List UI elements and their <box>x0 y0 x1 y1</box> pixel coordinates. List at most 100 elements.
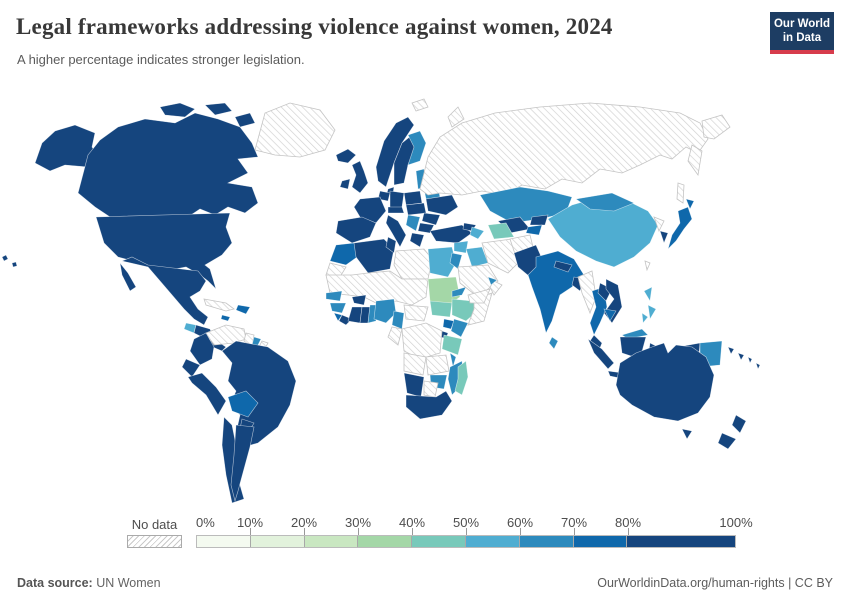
no-data-swatch[interactable] <box>127 535 182 548</box>
legend-segment-c8[interactable] <box>627 536 735 547</box>
country-hawaii[interactable]: United States (Hawaii) — 80-100% <box>1 254 18 268</box>
country-sahara_belt[interactable]: Mauritania / Mali / Niger / Chad — No da… <box>325 270 429 306</box>
country-tasmania[interactable]: Australia (Tasmania) — 80-100% <box>681 428 693 440</box>
country-saudi[interactable]: Saudi Arabia — No data <box>457 264 499 298</box>
country-vanuatu_fiji[interactable]: Vanuatu / Fiji — 80-100% <box>747 356 761 370</box>
country-arctic2[interactable]: Canadian Arctic Islands — 80-100% <box>204 102 233 116</box>
country-peru[interactable]: Peru — 80-100% <box>187 372 227 416</box>
country-central_europe[interactable]: Czechia / Slovakia / Hungary — 80-100% <box>405 202 427 216</box>
country-cameroon[interactable]: Cameroon — 60-70% <box>391 310 405 330</box>
country-brazil[interactable]: Brazil — 80-100% <box>221 340 297 448</box>
country-uae[interactable]: United Arab Emirates — 60-70% <box>487 276 498 286</box>
country-australia[interactable]: Australia — 80-100% <box>615 342 715 422</box>
country-philippines3[interactable]: Philippines (Mindanao) — 50-60% <box>641 312 649 324</box>
country-philippines2[interactable]: Philippines (Visayas) — 50-60% <box>647 304 657 320</box>
country-kenya[interactable]: Kenya — 60-70% <box>450 318 469 338</box>
country-nz_north[interactable]: New Zealand (North Island) — 80-100% <box>731 414 747 434</box>
country-guinea[interactable]: Guinea — 60-70% <box>329 302 347 314</box>
country-greece[interactable]: Greece — 80-100% <box>409 232 425 248</box>
country-alpine[interactable]: Switzerland / Austria — 80-100% <box>387 206 405 214</box>
country-sri_lanka[interactable]: Sri Lanka — 60-70% <box>548 336 559 350</box>
country-tajikistan[interactable]: Tajikistan — 70-80% <box>525 224 543 236</box>
country-turkmenistan[interactable]: Turkmenistan — 40-50% <box>487 222 515 240</box>
country-chukotka[interactable]: Russia (Chukotka) — No data <box>701 114 731 140</box>
country-balkans[interactable]: Western Balkans — 60-70% <box>405 214 421 232</box>
country-arctic3[interactable]: Canadian Arctic Islands — 80-100% <box>234 112 256 128</box>
legend-segment-c5[interactable] <box>465 536 520 547</box>
country-mongolia[interactable]: Mongolia — 60-70% <box>575 192 635 212</box>
country-uganda[interactable]: Uganda — 70-80% <box>442 318 455 330</box>
country-tanzania[interactable]: Tanzania — 40-50% <box>441 334 463 356</box>
country-nigeria[interactable]: Nigeria — 60-70% <box>373 298 397 324</box>
country-yemen[interactable]: Yemen — No data <box>467 288 491 304</box>
country-turkey[interactable]: Turkey — 80-100% <box>429 224 473 244</box>
country-south_sudan[interactable]: South Sudan — 40-50% <box>429 300 453 318</box>
country-jamaica[interactable]: Jamaica — 70-80% <box>220 314 231 322</box>
country-cambodia[interactable]: Cambodia — 70-80% <box>603 308 617 322</box>
country-libya[interactable]: Libya — No data <box>393 248 433 280</box>
country-kamchatka[interactable]: Russia (Kamchatka) — No data <box>687 144 703 177</box>
country-germany[interactable]: Germany — 80-100% <box>389 190 405 210</box>
legend-segment-c4[interactable] <box>412 536 466 547</box>
country-greenland[interactable]: Greenland — No data <box>254 102 336 158</box>
country-angola[interactable]: Angola — No data <box>403 352 427 376</box>
country-iberia[interactable]: Spain / Portugal — 80-100% <box>335 216 377 244</box>
country-south_korea[interactable]: South Korea — 80-100% <box>659 230 669 244</box>
country-ireland[interactable]: Ireland — 80-100% <box>339 178 351 190</box>
country-bulgaria[interactable]: Bulgaria — 80-100% <box>417 222 435 234</box>
country-novaya_zemlya[interactable]: Novaya Zemlya — No data <box>447 106 465 128</box>
country-benelux[interactable]: Benelux — 80-100% <box>377 190 391 202</box>
country-alaska[interactable]: United States (Alaska) — 80-100% <box>34 124 104 172</box>
country-burkina[interactable]: Burkina Faso — 80-100% <box>351 294 367 306</box>
country-ukraine[interactable]: Ukraine — 80-100% <box>425 194 459 216</box>
country-namibia[interactable]: Namibia — 80-100% <box>403 372 425 398</box>
country-north_korea[interactable]: North Korea — No data <box>653 216 665 233</box>
country-japan[interactable]: Japan — 70-80% <box>667 206 693 251</box>
country-egypt[interactable]: Egypt — 50-60% <box>427 246 457 278</box>
country-nepal[interactable]: Nepal — 80-100% <box>553 260 573 273</box>
country-malawi[interactable]: Malawi — 60-70% <box>449 352 457 368</box>
country-uk[interactable]: United Kingdom — 80-100% <box>351 160 369 194</box>
country-congo_gabon[interactable]: Congo / Gabon — No data <box>387 326 403 346</box>
country-philippines1[interactable]: Philippines (Luzon) — 50-60% <box>643 286 653 302</box>
country-eritrea[interactable]: Eritrea — 60-70% <box>451 286 467 298</box>
country-italy[interactable]: Italy — 80-100% <box>385 214 407 248</box>
country-senegal[interactable]: Senegal — 60-70% <box>325 290 343 302</box>
country-argentina[interactable]: Argentina — 80-100% <box>230 424 255 503</box>
country-india[interactable]: India — 70-80% <box>527 250 585 334</box>
country-nz_south[interactable]: New Zealand (South Island) — 80-100% <box>717 432 737 450</box>
country-romania[interactable]: Romania — 80-100% <box>421 212 441 226</box>
country-zambia[interactable]: Zambia — No data <box>425 354 450 376</box>
legend-segment-c3[interactable] <box>358 536 413 547</box>
country-drc[interactable]: Democratic Republic of Congo — No data <box>401 322 443 360</box>
legend-segment-c2[interactable] <box>304 536 359 547</box>
country-syria[interactable]: Syria — 50-60% <box>453 240 469 254</box>
country-cuba[interactable]: Cuba — No data <box>203 298 235 312</box>
country-ivory_coast[interactable]: Côte d'Ivoire — 80-100% <box>347 306 363 324</box>
country-tunisia[interactable]: Tunisia — 80-100% <box>385 236 397 254</box>
country-mexico[interactable]: Mexico — 80-100% <box>120 256 209 326</box>
country-finland[interactable]: Finland — 60-70% <box>407 130 427 166</box>
legend-segment-c0[interactable] <box>197 536 251 547</box>
country-sumatra[interactable]: Indonesia (Sumatra) — 80-100% <box>587 338 615 370</box>
country-algeria[interactable]: Algeria — 80-100% <box>353 238 395 274</box>
country-iran[interactable]: Iran — No data <box>481 238 523 274</box>
country-hokkaido[interactable]: Japan (Hokkaido) — 70-80% <box>685 198 695 210</box>
legend-segment-c7[interactable] <box>573 536 628 547</box>
country-sierra_leone[interactable]: Sierra Leone — 70-80% <box>333 312 343 322</box>
country-canada[interactable]: Canada — 80-100% <box>77 112 259 218</box>
country-hispaniola[interactable]: Haiti / Dominican Republic — 70-80% <box>235 304 251 315</box>
country-iceland[interactable]: Iceland — 80-100% <box>335 148 357 164</box>
country-south_africa[interactable]: South Africa — 80-100% <box>405 390 453 420</box>
legend-segment-c1[interactable] <box>250 536 305 547</box>
country-morocco[interactable]: Morocco — 70-80% <box>329 242 361 266</box>
country-botswana[interactable]: Botswana — No data <box>423 380 439 398</box>
owid-logo[interactable]: Our World in Data <box>770 12 834 54</box>
country-bolivia[interactable]: Bolivia — 70-80% <box>227 390 259 418</box>
country-madagascar[interactable]: Madagascar — 40-50% <box>454 360 469 396</box>
country-svalbard[interactable]: Svalbard — No data <box>411 98 429 112</box>
credit-link[interactable]: OurWorldinData.org/human-rights | CC BY <box>597 576 833 590</box>
country-poland[interactable]: Poland — 80-100% <box>403 190 423 206</box>
country-solomon[interactable]: Solomon Islands — 80-100% <box>727 346 745 361</box>
legend-segment-c6[interactable] <box>519 536 574 547</box>
